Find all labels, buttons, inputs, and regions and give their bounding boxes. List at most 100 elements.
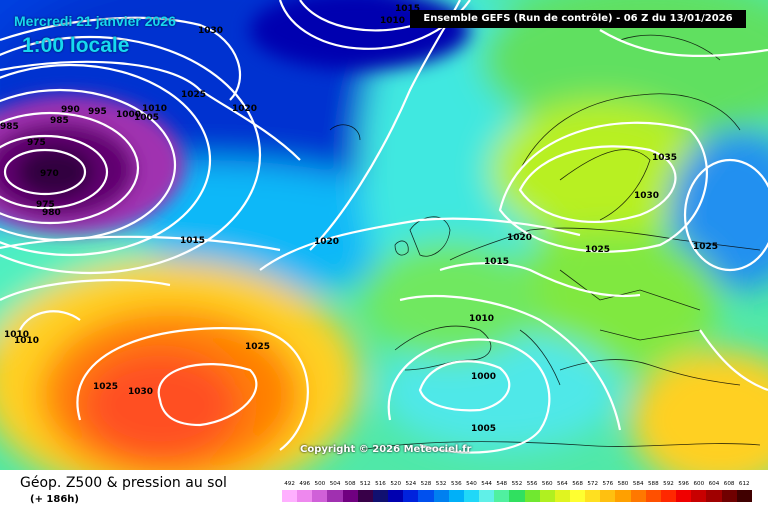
geopotential-field xyxy=(0,0,768,470)
legend-swatch xyxy=(388,490,404,502)
legend-swatch xyxy=(691,490,707,502)
legend-label: 584 xyxy=(632,481,644,487)
legend-label: 556 xyxy=(526,481,538,487)
legend-label: 596 xyxy=(678,481,689,487)
isobar-label: 1020 xyxy=(232,104,257,114)
legend-label: 520 xyxy=(390,481,402,487)
copyright-notice: Copyright © 2026 Meteociel.fr xyxy=(300,444,472,455)
legend-swatch xyxy=(312,490,328,502)
legend-label: 572 xyxy=(587,481,599,487)
lead-time: (+ 186h) xyxy=(30,494,79,505)
legend-labels: 492 496 500 504 508 512 516 520 524 528 532 536 540 5… xyxy=(282,479,752,490)
legend-label: 560 xyxy=(541,481,553,487)
isobar-label: 1000 xyxy=(116,110,141,120)
legend-swatch xyxy=(372,490,389,502)
legend-label: 592 xyxy=(663,481,674,487)
legend-swatch xyxy=(524,490,540,502)
isobar-label: 1000 xyxy=(471,372,496,382)
legend-swatch xyxy=(509,490,525,502)
legend-swatch xyxy=(463,490,480,502)
legend-label: 532 xyxy=(435,481,447,487)
forecast-local-time: 1:00 locale xyxy=(22,34,130,57)
isobar-label: 1025 xyxy=(585,245,610,255)
legend-label: 612 xyxy=(738,481,750,487)
legend-swatch xyxy=(660,490,677,502)
isobar-label: 1030 xyxy=(634,191,659,201)
coastlines xyxy=(329,34,761,451)
legend-label: 576 xyxy=(602,481,614,487)
forecast-date: Mercredi 21 janvier 2026 xyxy=(14,13,176,29)
isobar-label: 1020 xyxy=(507,233,532,243)
legend-swatch xyxy=(342,490,358,502)
legend-label: 500 xyxy=(314,481,326,487)
legend-swatch xyxy=(448,490,464,502)
isobar-label: 1005 xyxy=(471,424,496,434)
legend-swatch xyxy=(539,490,555,502)
product-title: Géop. Z500 & pression au sol xyxy=(20,475,227,491)
legend-label: 604 xyxy=(708,481,720,487)
isobar-label: 1025 xyxy=(93,382,118,392)
isobar-label: 1015 xyxy=(484,257,509,267)
legend-color-bar xyxy=(282,490,752,502)
run-info-banner: Ensemble GEFS (Run de contrôle) - 06 Z d… xyxy=(410,10,746,28)
legend-swatch xyxy=(403,490,419,502)
isobar-label: 1010 xyxy=(469,314,494,324)
legend-swatch xyxy=(479,490,495,502)
legend-label: 544 xyxy=(481,481,492,487)
legend-label: 588 xyxy=(647,481,659,487)
isobar-label: 1025 xyxy=(245,342,270,352)
legend-label: 536 xyxy=(450,481,462,487)
legend-swatch xyxy=(282,490,298,502)
isobar-label: 1025 xyxy=(181,90,206,100)
legend-label: 580 xyxy=(617,481,629,487)
legend-label: 524 xyxy=(405,481,417,487)
legend-swatch xyxy=(297,490,313,502)
legend-swatch xyxy=(706,490,722,502)
legend-label: 548 xyxy=(496,481,508,487)
isobar-label: 990 xyxy=(61,105,80,115)
legend-label: 528 xyxy=(420,481,432,487)
isobar-label: 1010 xyxy=(142,104,167,114)
legend-label: 508 xyxy=(344,481,356,487)
legend-label: 492 xyxy=(284,481,295,487)
isobar-label: 975 xyxy=(27,138,46,148)
legend-label: 568 xyxy=(572,481,583,487)
legend-swatch xyxy=(494,490,510,502)
legend-label: 600 xyxy=(693,481,705,487)
isobar-label: 1010 xyxy=(4,330,29,340)
color-legend: 492 496 500 504 508 512 516 520 524 528 532 536 540 5… xyxy=(282,479,752,502)
legend-label: 504 xyxy=(329,481,341,487)
isobar-label: 1025 xyxy=(693,242,718,252)
isobar-label: 1005 xyxy=(134,113,159,123)
footer: Géop. Z500 & pression au sol (+ 186h) 49… xyxy=(0,470,768,512)
legend-swatch xyxy=(676,490,692,502)
legend-swatch xyxy=(585,490,601,502)
isobar-label: 975 xyxy=(36,200,55,210)
legend-swatch xyxy=(721,490,737,502)
legend-swatch xyxy=(433,490,449,502)
legend-swatch xyxy=(418,490,434,502)
isobar-label: 1035 xyxy=(652,153,677,163)
legend-swatch xyxy=(615,490,631,502)
legend-label: 552 xyxy=(511,481,523,487)
legend-swatch xyxy=(736,490,752,502)
legend-label: 564 xyxy=(557,481,568,487)
isobar-label: 985 xyxy=(50,116,69,126)
isobar-label: 1010 xyxy=(14,336,39,346)
legend-label: 516 xyxy=(375,481,386,487)
isobar-label: 1015 xyxy=(395,4,420,14)
isobar-label: 1020 xyxy=(314,237,339,247)
legend-swatch xyxy=(600,490,616,502)
legend-swatch xyxy=(630,490,646,502)
isobar-label: 980 xyxy=(42,208,61,218)
isobar-label: 1010 xyxy=(380,16,405,26)
legend-label: 496 xyxy=(299,481,311,487)
isobar-label: 1030 xyxy=(128,387,153,397)
legend-swatch xyxy=(357,490,373,502)
legend-label: 540 xyxy=(466,481,477,487)
isobar-label: 985 xyxy=(0,122,19,132)
legend-swatch xyxy=(645,490,661,502)
isobar-label: 1015 xyxy=(180,236,205,246)
